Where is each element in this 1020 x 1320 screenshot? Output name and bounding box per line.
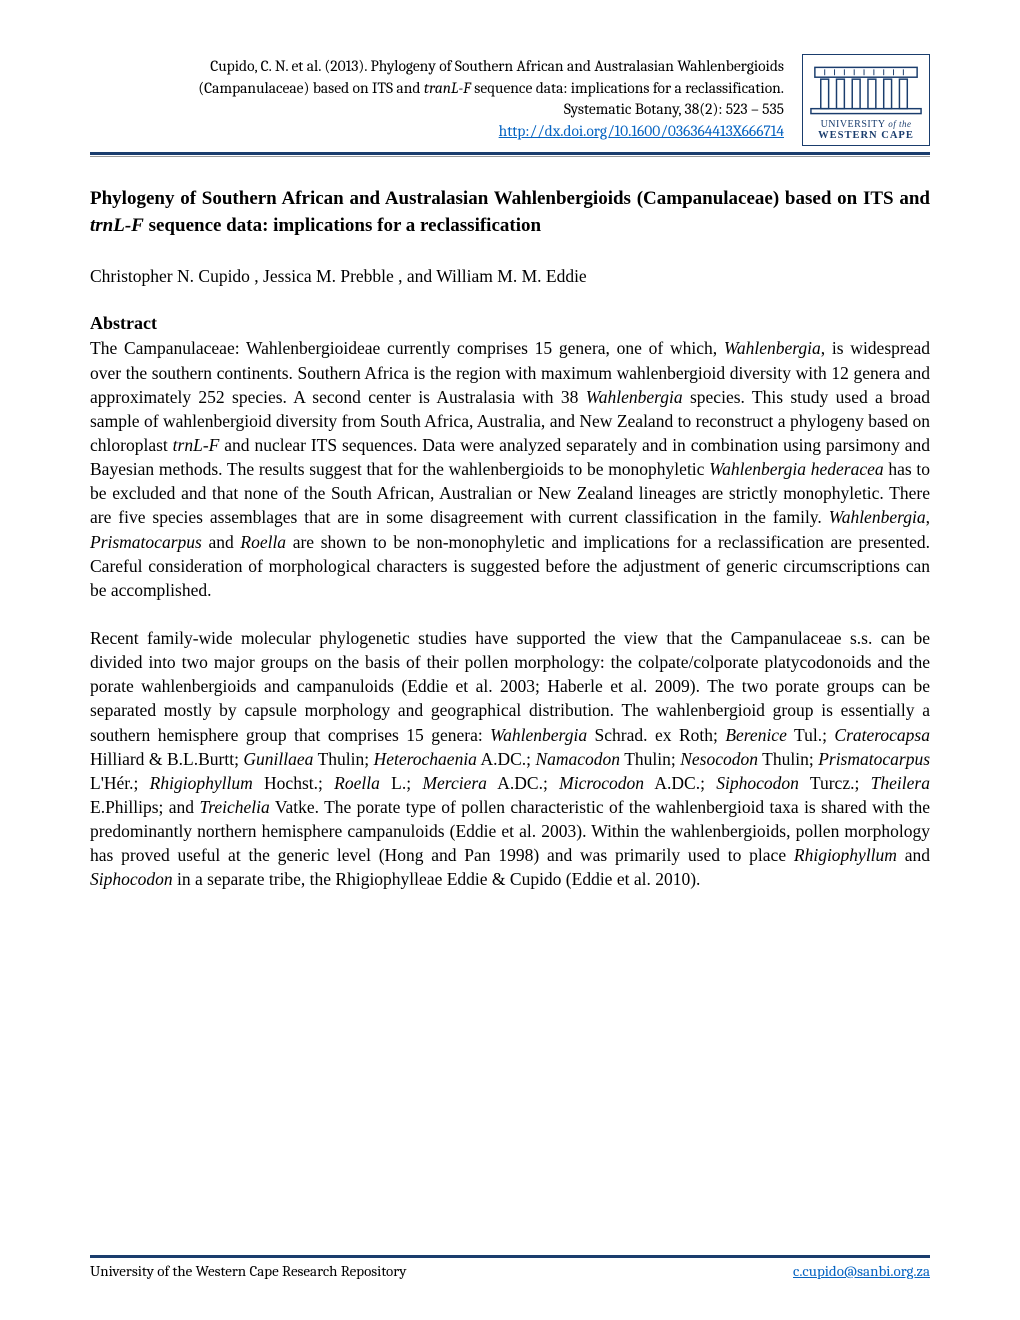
header-section: Cupido, C. N. et al. (2013). Phylogeny o…	[90, 54, 930, 146]
footer: University of the Western Cape Research …	[90, 1255, 930, 1280]
paper-title: Phylogeny of Southern African and Austra…	[90, 186, 930, 239]
logo-text-university: UNIVERSITY of the	[807, 119, 925, 130]
footer-repository: University of the Western Cape Research …	[90, 1262, 406, 1280]
citation-line-3: Systematic Botany, 38(2): 523 – 535	[90, 99, 784, 121]
university-logo: UNIVERSITY of the WESTERN CAPE	[802, 54, 930, 146]
abstract-heading: Abstract	[90, 313, 930, 334]
header-divider	[90, 152, 930, 156]
abstract-text: The Campanulaceae: Wahlenbergioideae cur…	[90, 336, 930, 602]
citation-line-1: Cupido, C. N. et al. (2013). Phylogeny o…	[90, 56, 784, 78]
logo-frame: UNIVERSITY of the WESTERN CAPE	[802, 54, 930, 146]
authors: Christopher N. Cupido , Jessica M. Prebb…	[90, 263, 930, 289]
logo-text-western-cape: WESTERN CAPE	[807, 130, 925, 141]
citation-block: Cupido, C. N. et al. (2013). Phylogeny o…	[90, 54, 802, 143]
logo-building-icon	[807, 61, 925, 117]
footer-row: University of the Western Cape Research …	[90, 1262, 930, 1280]
doi-line: http://dx.doi.org/10.1600/036364413X6667…	[90, 121, 784, 143]
doi-link[interactable]: http://dx.doi.org/10.1600/036364413X6667…	[499, 122, 784, 140]
footer-divider	[90, 1255, 930, 1258]
footer-email-link[interactable]: c.cupido@sanbi.org.za	[793, 1262, 930, 1280]
citation-line-2: (Campanulaceae) based on ITS and tranL-F…	[90, 78, 784, 100]
body-paragraph: Recent family-wide molecular phylogeneti…	[90, 626, 930, 892]
